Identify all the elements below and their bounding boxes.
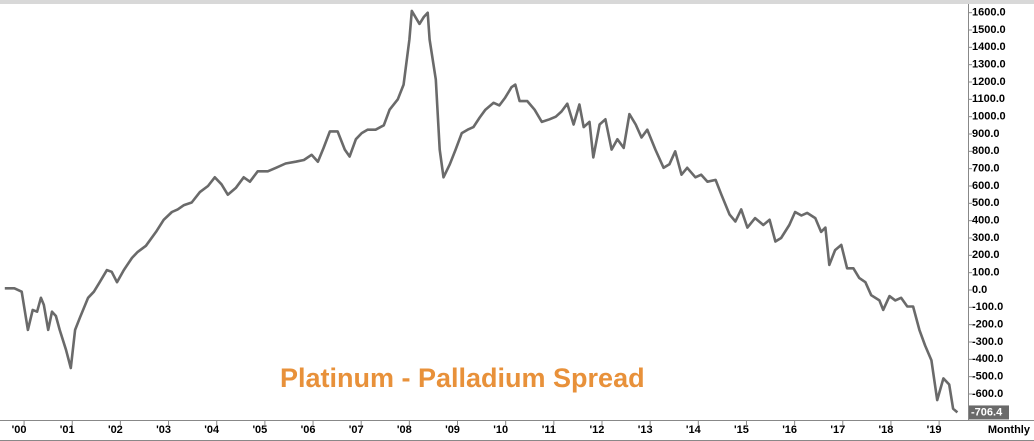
x-tick-label: '19: [927, 424, 942, 436]
x-tick-label: '02: [108, 424, 123, 436]
y-tick-label: 700.0: [972, 163, 1000, 175]
frequency-label: Monthly: [988, 424, 1031, 436]
x-tick-label: '03: [156, 424, 171, 436]
x-tick-label: '00: [12, 424, 27, 436]
y-tick-label: 900.0: [972, 128, 1000, 140]
x-tick-label: '15: [734, 424, 749, 436]
x-tick-label: '17: [830, 424, 845, 436]
x-tick-label: '12: [590, 424, 605, 436]
x-tick-label: '05: [252, 424, 267, 436]
y-tick-label: -300.0: [972, 336, 1003, 348]
x-tick-label: '07: [349, 424, 364, 436]
x-tick-label: '08: [397, 424, 412, 436]
y-tick-label: 1300.0: [972, 59, 1006, 71]
x-tick-label: '11: [542, 424, 556, 436]
x-tick-label: '13: [638, 424, 653, 436]
y-tick-label: -600.0: [972, 388, 1003, 400]
x-tick-label: '16: [782, 424, 797, 436]
y-tick-label: 800.0: [972, 145, 1000, 157]
y-tick-label: -200.0: [972, 319, 1003, 331]
y-tick-label: 0.0: [972, 284, 987, 296]
y-tick-label: -500.0: [972, 371, 1003, 383]
x-tick-label: '14: [686, 424, 702, 436]
x-tick-label: '06: [301, 424, 316, 436]
x-tick-label: '10: [493, 424, 508, 436]
y-tick-label: 1100.0: [972, 93, 1005, 105]
y-tick-label: 1500.0: [972, 24, 1006, 36]
y-tick-label: 300.0: [972, 232, 1000, 244]
top-strip: [0, 0, 1034, 4]
y-tick-label: 1000.0: [972, 111, 1006, 123]
last-value-label: -706.4: [971, 406, 1003, 418]
price-line: [4, 9, 959, 414]
y-tick-label: 200.0: [972, 249, 1000, 261]
y-tick-label: 100.0: [972, 267, 1000, 279]
y-tick-label: 1400.0: [972, 41, 1006, 53]
y-tick-label: 400.0: [972, 215, 1000, 227]
x-tick-label: '09: [445, 424, 460, 436]
last-value-box: [969, 405, 1009, 420]
x-tick-label: '01: [60, 424, 75, 436]
y-tick-label: -400.0: [972, 353, 1003, 365]
y-tick-label: 1600.0: [972, 7, 1006, 19]
chart-title: Platinum - Palladium Spread: [280, 363, 645, 393]
y-tick-label: -100.0: [972, 301, 1003, 313]
y-tick-label: 600.0: [972, 180, 1000, 192]
x-tick-label: '04: [204, 424, 220, 436]
x-tick-label: '18: [879, 424, 894, 436]
y-tick-label: 1200.0: [972, 76, 1006, 88]
y-tick-label: 500.0: [972, 197, 1000, 209]
